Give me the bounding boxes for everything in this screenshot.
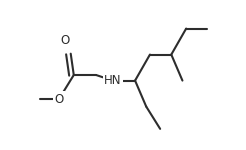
Text: O: O (54, 93, 63, 106)
Text: HN: HN (104, 74, 122, 87)
Text: O: O (60, 34, 69, 47)
Text: HN: HN (104, 74, 122, 87)
Text: O: O (54, 93, 63, 106)
Text: O: O (60, 34, 69, 47)
